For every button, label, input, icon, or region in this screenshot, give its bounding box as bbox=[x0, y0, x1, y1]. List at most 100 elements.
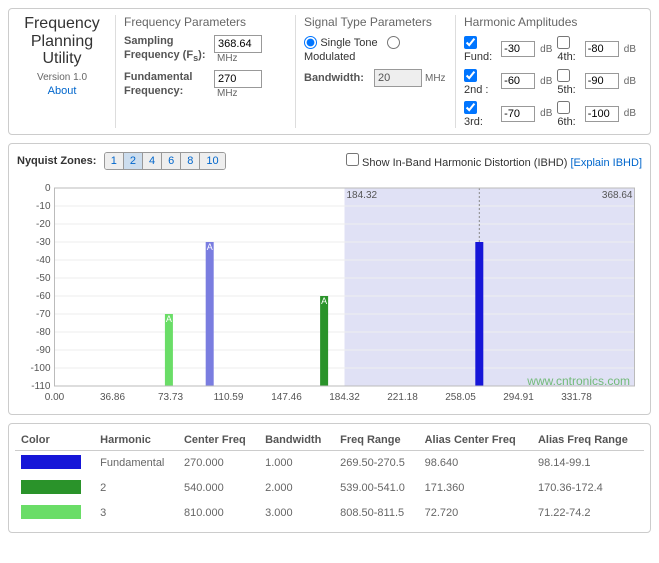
ibhd-label: Show In-Band Harmonic Distortion (IBHD) bbox=[362, 157, 567, 169]
nyquist-zones-label: Nyquist Zones: bbox=[17, 155, 96, 167]
svg-text:-60: -60 bbox=[36, 291, 51, 302]
harmonic-input-0[interactable] bbox=[501, 41, 535, 57]
harmonic-unit-4: dB bbox=[624, 76, 636, 87]
table-row: 2540.0002.000539.00-541.0171.360170.36-1… bbox=[15, 476, 644, 501]
ibhd-explain-link[interactable]: [Explain IBHD] bbox=[570, 157, 642, 169]
harmonics-section: Harmonic Amplitudes Fund:dB 4th:dB 2nd :… bbox=[455, 15, 644, 128]
svg-text:36.86: 36.86 bbox=[100, 392, 125, 403]
svg-text:368.64: 368.64 bbox=[602, 190, 633, 201]
harmonic-unit-2: dB bbox=[540, 108, 552, 119]
top-panel: Frequency Planning Utility Version 1.0 A… bbox=[8, 8, 651, 135]
nyquist-zone-8[interactable]: 8 bbox=[181, 153, 200, 169]
sampling-freq-input[interactable] bbox=[214, 35, 262, 53]
harmonic-input-4[interactable] bbox=[585, 73, 619, 89]
table-header: Alias Center Freq bbox=[419, 430, 532, 451]
harmonic-input-1[interactable] bbox=[501, 73, 535, 89]
harmonic-checkbox-3[interactable] bbox=[557, 36, 570, 49]
svg-text:-80: -80 bbox=[36, 327, 51, 338]
nyquist-zones-buttons: 1246810 bbox=[104, 152, 226, 170]
harmonic-checkbox-0[interactable] bbox=[464, 36, 477, 49]
nyquist-zone-2[interactable]: 2 bbox=[124, 153, 143, 169]
table-cell: Fundamental bbox=[94, 450, 178, 476]
app-title: Frequency Planning Utility bbox=[15, 15, 109, 68]
table-header: Color bbox=[15, 430, 94, 451]
table-cell: 170.36-172.4 bbox=[532, 476, 644, 501]
sampling-freq-row: Sampling Frequency (Fs): MHz bbox=[124, 35, 287, 64]
table-cell: 171.360 bbox=[419, 476, 532, 501]
fund-freq-label: Fundamental Frequency: bbox=[124, 71, 214, 97]
svg-text:258.05: 258.05 bbox=[445, 392, 476, 403]
bandwidth-input bbox=[374, 69, 422, 87]
table-header-row: ColorHarmonicCenter FreqBandwidthFreq Ra… bbox=[15, 430, 644, 451]
svg-text:A: A bbox=[166, 314, 172, 324]
table-cell: 2 bbox=[94, 476, 178, 501]
svg-text:184.32: 184.32 bbox=[347, 190, 378, 201]
svg-text:-10: -10 bbox=[36, 201, 51, 212]
harmonic-input-5[interactable] bbox=[585, 106, 619, 122]
fund-freq-input[interactable] bbox=[214, 70, 262, 88]
svg-text:-30: -30 bbox=[36, 237, 51, 248]
harmonic-unit-3: dB bbox=[624, 44, 636, 55]
harmonics-grid: Fund:dB 4th:dB 2nd :dB 5th:dB 3rd:dB 6th… bbox=[464, 35, 636, 128]
harmonic-label-0: Fund: bbox=[464, 51, 492, 63]
svg-text:0.00: 0.00 bbox=[45, 392, 65, 403]
harmonic-input-2[interactable] bbox=[501, 106, 535, 122]
table-cell: 3 bbox=[94, 501, 178, 526]
color-swatch bbox=[21, 455, 81, 469]
harmonic-unit-5: dB bbox=[624, 108, 636, 119]
table-cell: 810.000 bbox=[178, 501, 259, 526]
harmonic-checkbox-4[interactable] bbox=[557, 69, 570, 82]
svg-text:0: 0 bbox=[45, 183, 51, 194]
table-cell: 540.000 bbox=[178, 476, 259, 501]
harmonics-heading: Harmonic Amplitudes bbox=[464, 15, 636, 29]
table-body: Fundamental270.0001.000269.50-270.598.64… bbox=[15, 450, 644, 526]
chart-area: 184.32368.640-10-20-30-40-50-60-70-80-90… bbox=[17, 176, 642, 406]
svg-text:-110: -110 bbox=[31, 381, 51, 392]
svg-text:-90: -90 bbox=[36, 345, 51, 356]
harmonic-checkbox-5[interactable] bbox=[557, 101, 570, 114]
svg-text:184.32: 184.32 bbox=[329, 392, 360, 403]
table-cell: 808.50-811.5 bbox=[334, 501, 419, 526]
table-header: Freq Range bbox=[334, 430, 419, 451]
bandwidth-row: Bandwidth: MHz bbox=[304, 69, 447, 87]
svg-text:-50: -50 bbox=[36, 273, 51, 284]
title-block: Frequency Planning Utility Version 1.0 A… bbox=[15, 15, 115, 128]
harmonic-checkbox-1[interactable] bbox=[464, 69, 477, 82]
modulated-radio[interactable] bbox=[387, 36, 400, 49]
harmonic-checkbox-2[interactable] bbox=[464, 101, 477, 114]
table-panel: ColorHarmonicCenter FreqBandwidthFreq Ra… bbox=[8, 423, 651, 533]
color-swatch bbox=[21, 505, 81, 519]
ibhd-control: Show In-Band Harmonic Distortion (IBHD) … bbox=[346, 153, 642, 169]
table-cell: 270.000 bbox=[178, 450, 259, 476]
table-cell: 98.14-99.1 bbox=[532, 450, 644, 476]
chart-panel: Nyquist Zones: 1246810 Show In-Band Harm… bbox=[8, 143, 651, 415]
nyquist-zone-control: Nyquist Zones: 1246810 bbox=[17, 152, 226, 170]
signal-type-row: Single Tone Modulated bbox=[304, 35, 447, 63]
freq-params-heading: Frequency Parameters bbox=[124, 15, 287, 29]
bandwidth-unit: MHz bbox=[425, 73, 446, 84]
single-tone-radio[interactable] bbox=[304, 36, 317, 49]
bandwidth-label: Bandwidth: bbox=[304, 72, 374, 85]
table-cell: 1.000 bbox=[259, 450, 334, 476]
table-header: Harmonic bbox=[94, 430, 178, 451]
nyquist-zone-6[interactable]: 6 bbox=[162, 153, 181, 169]
table-header: Center Freq bbox=[178, 430, 259, 451]
harmonic-label-1: 2nd : bbox=[464, 84, 488, 96]
nyquist-zone-4[interactable]: 4 bbox=[143, 153, 162, 169]
nyquist-zone-1[interactable]: 1 bbox=[105, 153, 124, 169]
harmonic-label-4: 5th: bbox=[557, 84, 575, 96]
svg-text:-70: -70 bbox=[36, 309, 51, 320]
nyquist-zone-10[interactable]: 10 bbox=[200, 153, 224, 169]
svg-text:-100: -100 bbox=[30, 363, 50, 374]
table-cell: 72.720 bbox=[419, 501, 532, 526]
svg-text:-20: -20 bbox=[36, 219, 51, 230]
svg-text:A: A bbox=[321, 296, 327, 306]
single-tone-label: Single Tone bbox=[320, 37, 377, 49]
about-link[interactable]: About bbox=[48, 85, 77, 97]
table-cell: 98.640 bbox=[419, 450, 532, 476]
harmonic-input-3[interactable] bbox=[585, 41, 619, 57]
svg-text:221.18: 221.18 bbox=[387, 392, 418, 403]
table-row: Fundamental270.0001.000269.50-270.598.64… bbox=[15, 450, 644, 476]
svg-text:294.91: 294.91 bbox=[503, 392, 534, 403]
ibhd-checkbox[interactable] bbox=[346, 153, 359, 166]
